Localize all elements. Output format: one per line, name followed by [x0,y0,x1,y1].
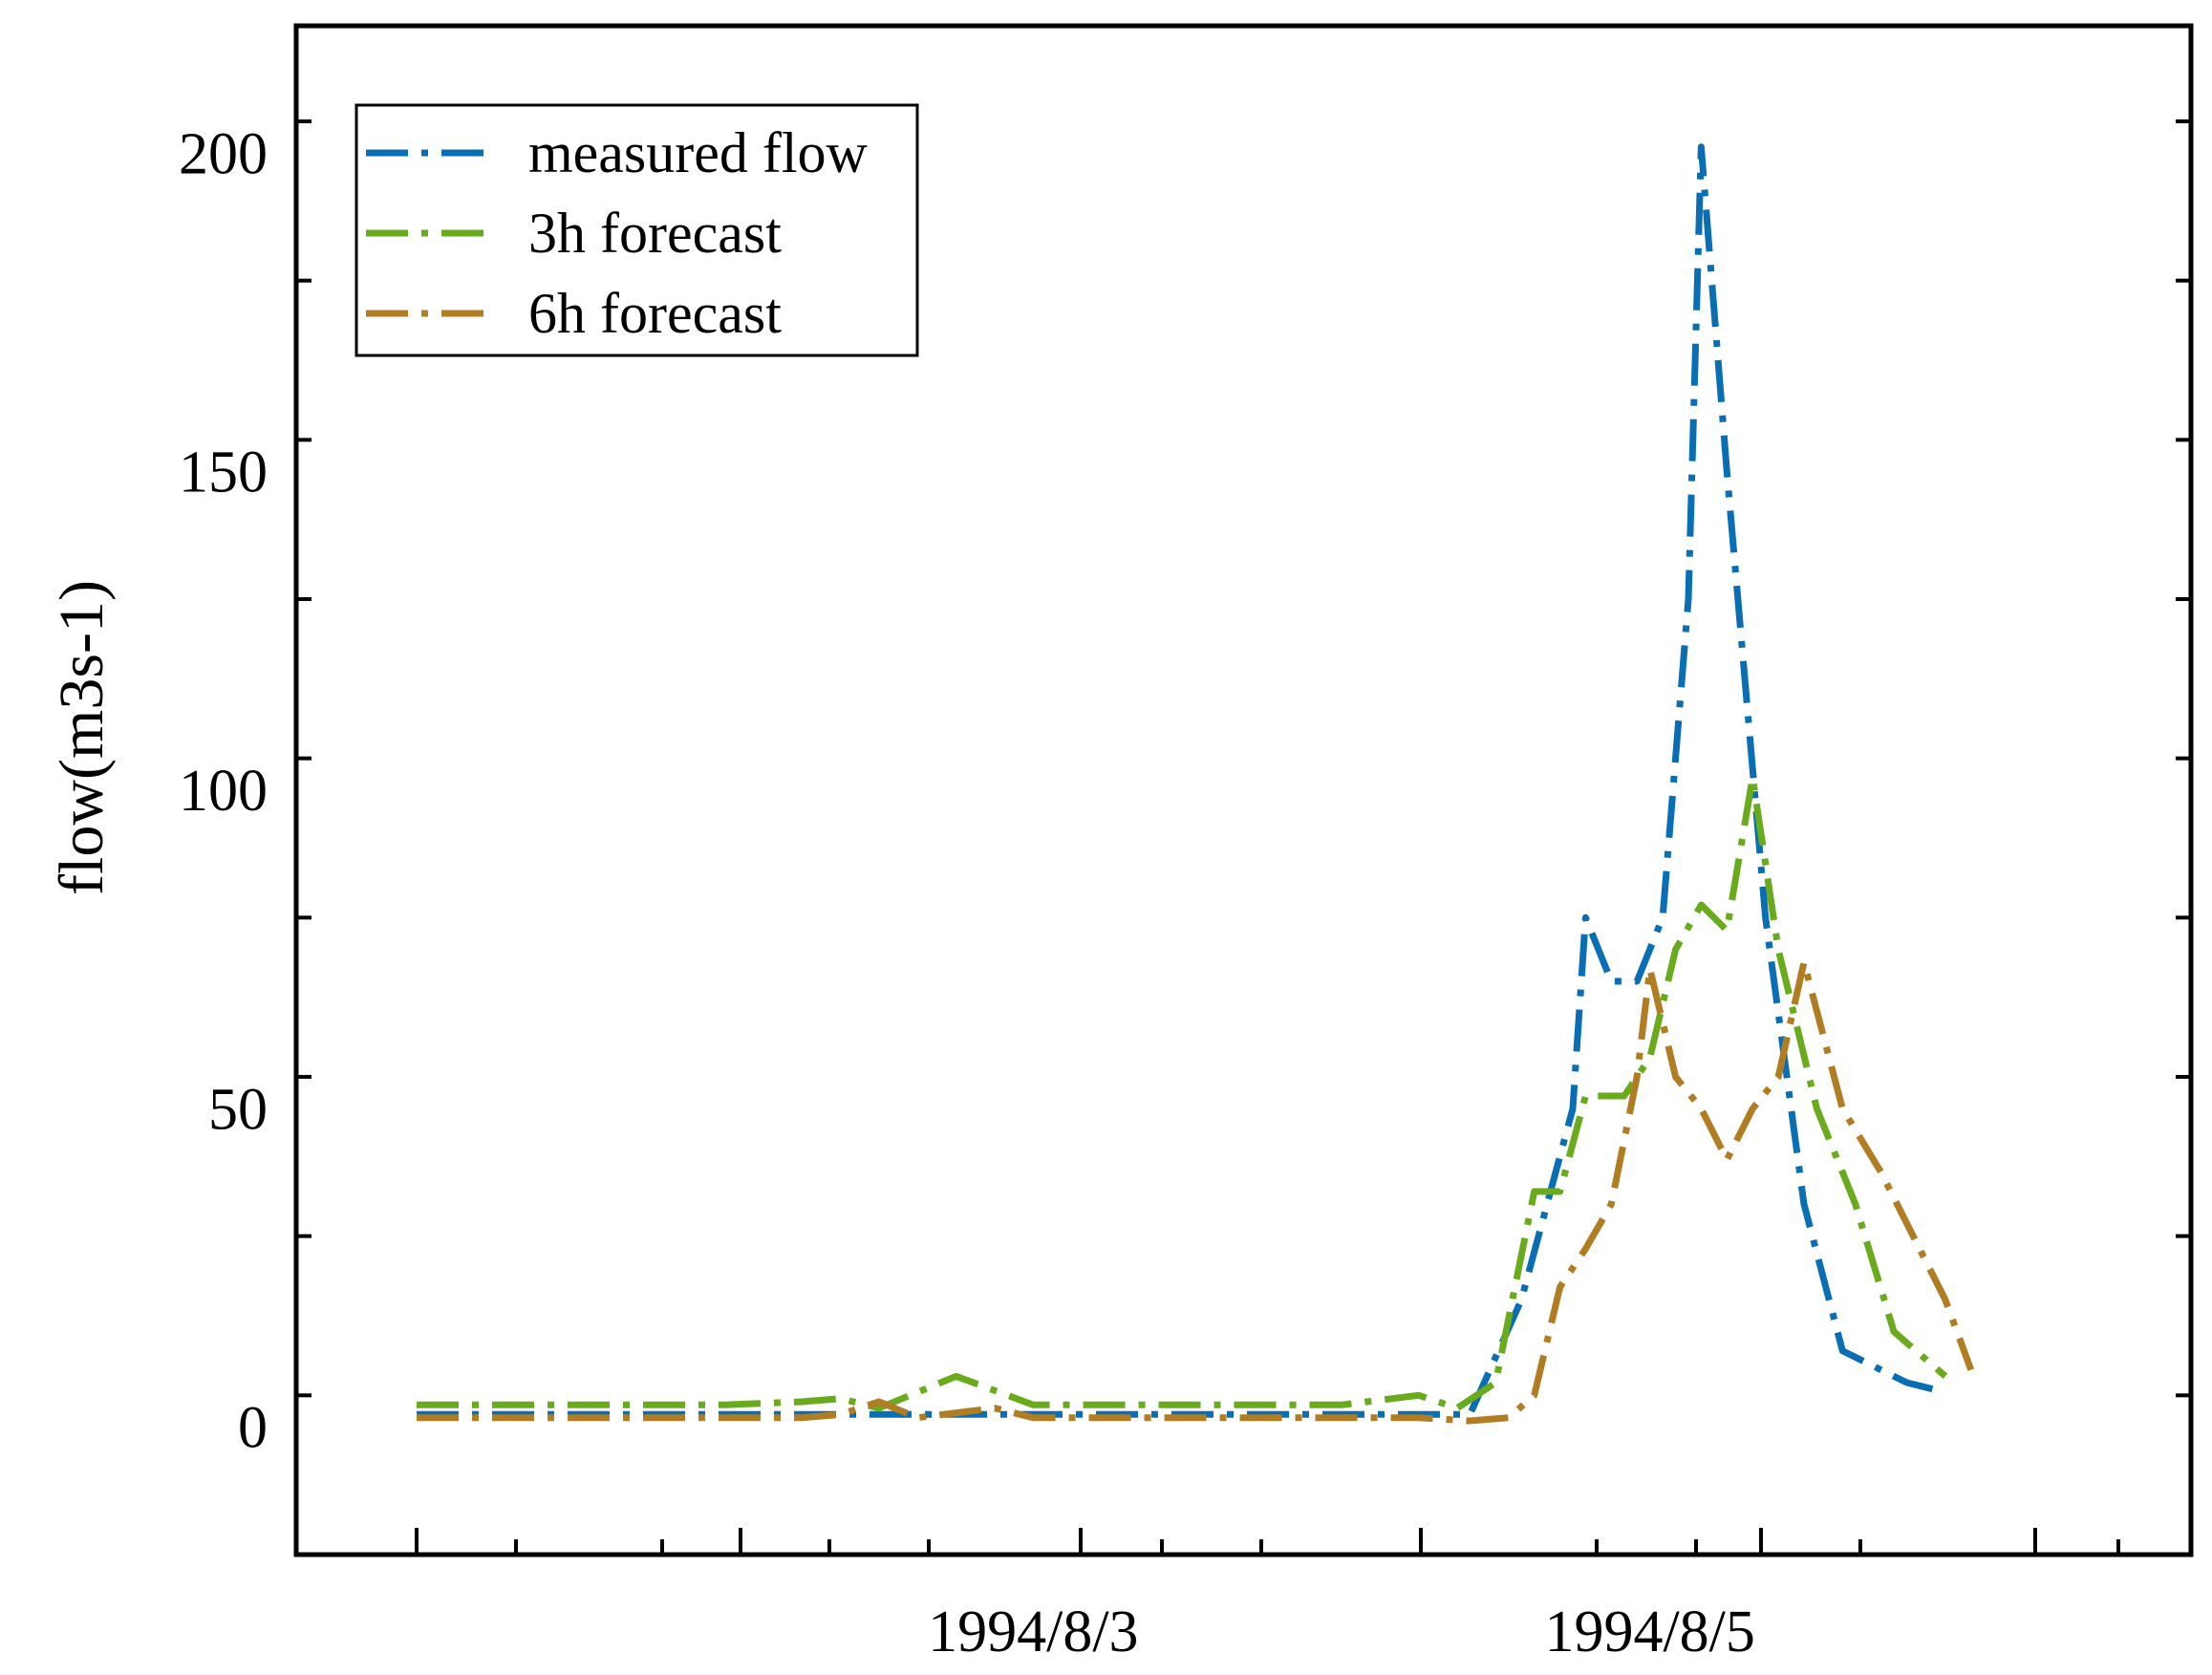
y-tick-label: 200 [179,121,268,186]
y-axis-title: flow(m3s-1) [47,580,117,895]
y-tick-label: 100 [179,759,268,824]
x-tick-label: 1994/8/3 [928,1600,1138,1664]
legend-label-3: 6h forecast [528,282,782,345]
y-axis: 0 50 100 150 200 [179,119,2191,1557]
series-line-3 [417,958,1975,1425]
y-tick-label: 50 [208,1077,268,1142]
y-tick-label: 150 [179,440,268,505]
series-line-2 [417,774,1948,1412]
x-axis: 1994/8/3 1994/8/5 [415,1528,2120,1664]
legend-label-2: 3h forecast [528,202,782,265]
legend: measured flow 3h forecast 6h forecast [354,103,919,357]
series-layer [417,143,1975,1425]
x-tick-label: 1994/8/5 [1544,1600,1754,1664]
legend-label-1: measured flow [528,121,869,184]
series-line-1 [417,143,1934,1418]
plot-frame [293,23,2194,1557]
y-tick-label: 0 [238,1396,268,1461]
